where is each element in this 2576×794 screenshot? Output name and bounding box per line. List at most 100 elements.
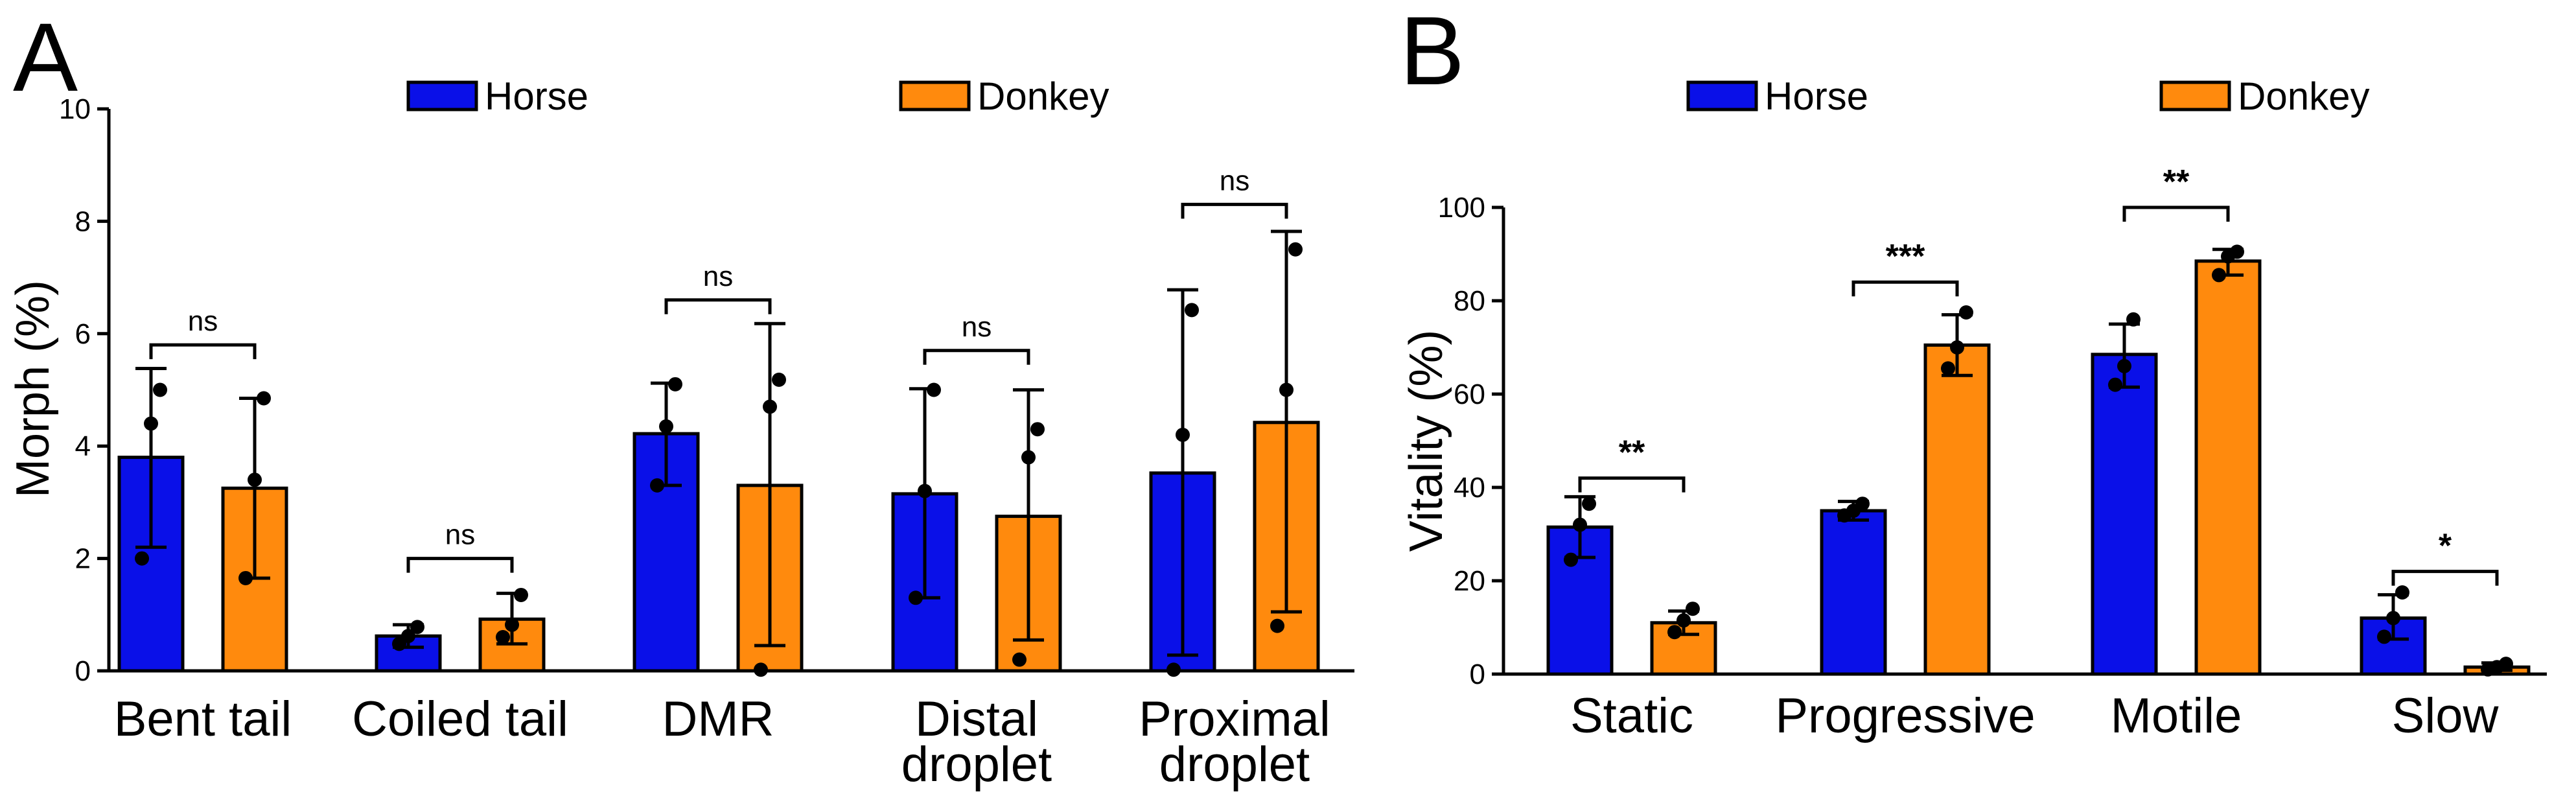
category-label: Static: [1570, 688, 1693, 743]
significance-label: ns: [962, 311, 992, 343]
data-point: [2230, 244, 2244, 259]
data-point: [248, 473, 262, 487]
y-axis-title: Morph (%): [7, 280, 59, 498]
bar-donkey: [1923, 343, 1991, 676]
data-point: [238, 570, 253, 585]
significance-label: **: [1619, 434, 1645, 472]
data-point: [1012, 652, 1027, 667]
y-tick-label: 6: [75, 318, 91, 350]
data-point: [2386, 611, 2400, 625]
panel-b: B Vitality (%) 0 20 40 60 80 100 Horse Donkey ** St…: [1400, 0, 2547, 743]
y-tick-label: 80: [1454, 285, 1485, 317]
y-tick-label: 8: [75, 205, 91, 237]
data-point: [650, 478, 664, 493]
category-label: Bent tail: [114, 692, 292, 747]
data-point: [1855, 496, 1870, 511]
y-tick-label: 10: [59, 93, 91, 125]
data-point: [909, 590, 923, 605]
category-label: Progressive: [1775, 688, 2035, 743]
category-label: Coiled tail: [352, 692, 568, 747]
significance-bracket: [406, 557, 514, 573]
data-point: [918, 484, 932, 498]
legend-label-horse: Horse: [1765, 75, 1868, 118]
data-point: [1686, 601, 1700, 616]
legend-label-donkey: Donkey: [2238, 75, 2369, 118]
panel-letter: B: [1400, 0, 1465, 105]
y-tick-label: 20: [1454, 565, 1485, 597]
significance-bracket: [923, 349, 1030, 365]
data-point: [514, 587, 528, 602]
legend-swatch-horse: [406, 80, 478, 111]
category-label: droplet: [1159, 737, 1310, 792]
data-point: [1950, 340, 1964, 355]
data-point: [1573, 517, 1587, 532]
legend-swatch-donkey: [899, 80, 971, 111]
data-point: [1667, 625, 1682, 640]
legend-swatch-horse: [1686, 80, 1758, 111]
data-point: [1270, 618, 1284, 633]
category-label: Slow: [2392, 688, 2500, 743]
significance-label: ns: [703, 261, 733, 292]
bar-horse: [1820, 509, 1887, 676]
data-point: [2117, 358, 2131, 373]
y-tick-label: 2: [75, 543, 91, 575]
significance-label: ***: [1886, 238, 1925, 275]
data-point: [754, 662, 768, 677]
data-point: [153, 382, 167, 397]
data-point: [1279, 382, 1294, 397]
data-point: [2126, 312, 2141, 327]
data-point: [496, 629, 510, 644]
data-point: [1030, 422, 1045, 437]
legend-swatch-donkey: [2159, 80, 2231, 111]
data-point: [1021, 450, 1036, 465]
panel-a: A Morph (%) 0 2 4 6 8 10 Horse Donkey ns Bent tail n…: [7, 3, 1354, 792]
y-tick-label: 4: [75, 430, 91, 462]
data-point: [1959, 305, 1973, 320]
significance-label: **: [2163, 163, 2190, 201]
data-point: [2108, 377, 2122, 392]
y-tick-label: 0: [1470, 659, 1485, 690]
y-tick-label: 100: [1438, 192, 1485, 224]
data-point: [2377, 629, 2391, 644]
significance-bracket: [1851, 280, 1959, 297]
data-point: [1582, 496, 1596, 511]
data-point: [1176, 427, 1190, 442]
data-point: [772, 372, 786, 387]
data-point: [1166, 662, 1181, 677]
significance-label: ns: [1220, 165, 1249, 196]
data-point: [1185, 303, 1199, 318]
data-point: [1941, 361, 1955, 376]
significance-bracket: [1578, 476, 1686, 493]
significance-bracket: [1181, 202, 1288, 219]
data-point: [2395, 585, 2409, 600]
category-label: Motile: [2111, 688, 2242, 743]
data-point: [1677, 613, 1691, 628]
bar-horse: [2091, 353, 2158, 676]
data-point: [144, 416, 158, 431]
legend-label-donkey: Donkey: [977, 75, 1109, 118]
significance-bracket: [149, 343, 257, 360]
data-point: [401, 629, 415, 644]
significance-label: ns: [445, 519, 475, 551]
significance-label: ns: [188, 305, 218, 337]
data-point: [659, 419, 673, 434]
y-axis-title: Vitality (%): [1400, 330, 1452, 552]
significance-label: *: [2439, 528, 2452, 565]
data-point: [1288, 242, 1303, 257]
data-point: [2499, 657, 2513, 671]
data-point: [668, 377, 682, 391]
category-label: Distal: [915, 692, 1038, 747]
category-label: Proximal: [1139, 692, 1330, 747]
significance-bracket: [2391, 570, 2499, 586]
data-point: [927, 382, 941, 397]
data-point: [257, 391, 271, 406]
significance-bracket: [664, 298, 772, 314]
data-point: [505, 617, 519, 632]
y-tick-label: 60: [1454, 379, 1485, 410]
category-label: droplet: [901, 737, 1052, 792]
data-point: [2212, 268, 2226, 283]
data-point: [763, 399, 777, 414]
significance-bracket: [2122, 205, 2230, 222]
data-point: [1564, 552, 1578, 567]
